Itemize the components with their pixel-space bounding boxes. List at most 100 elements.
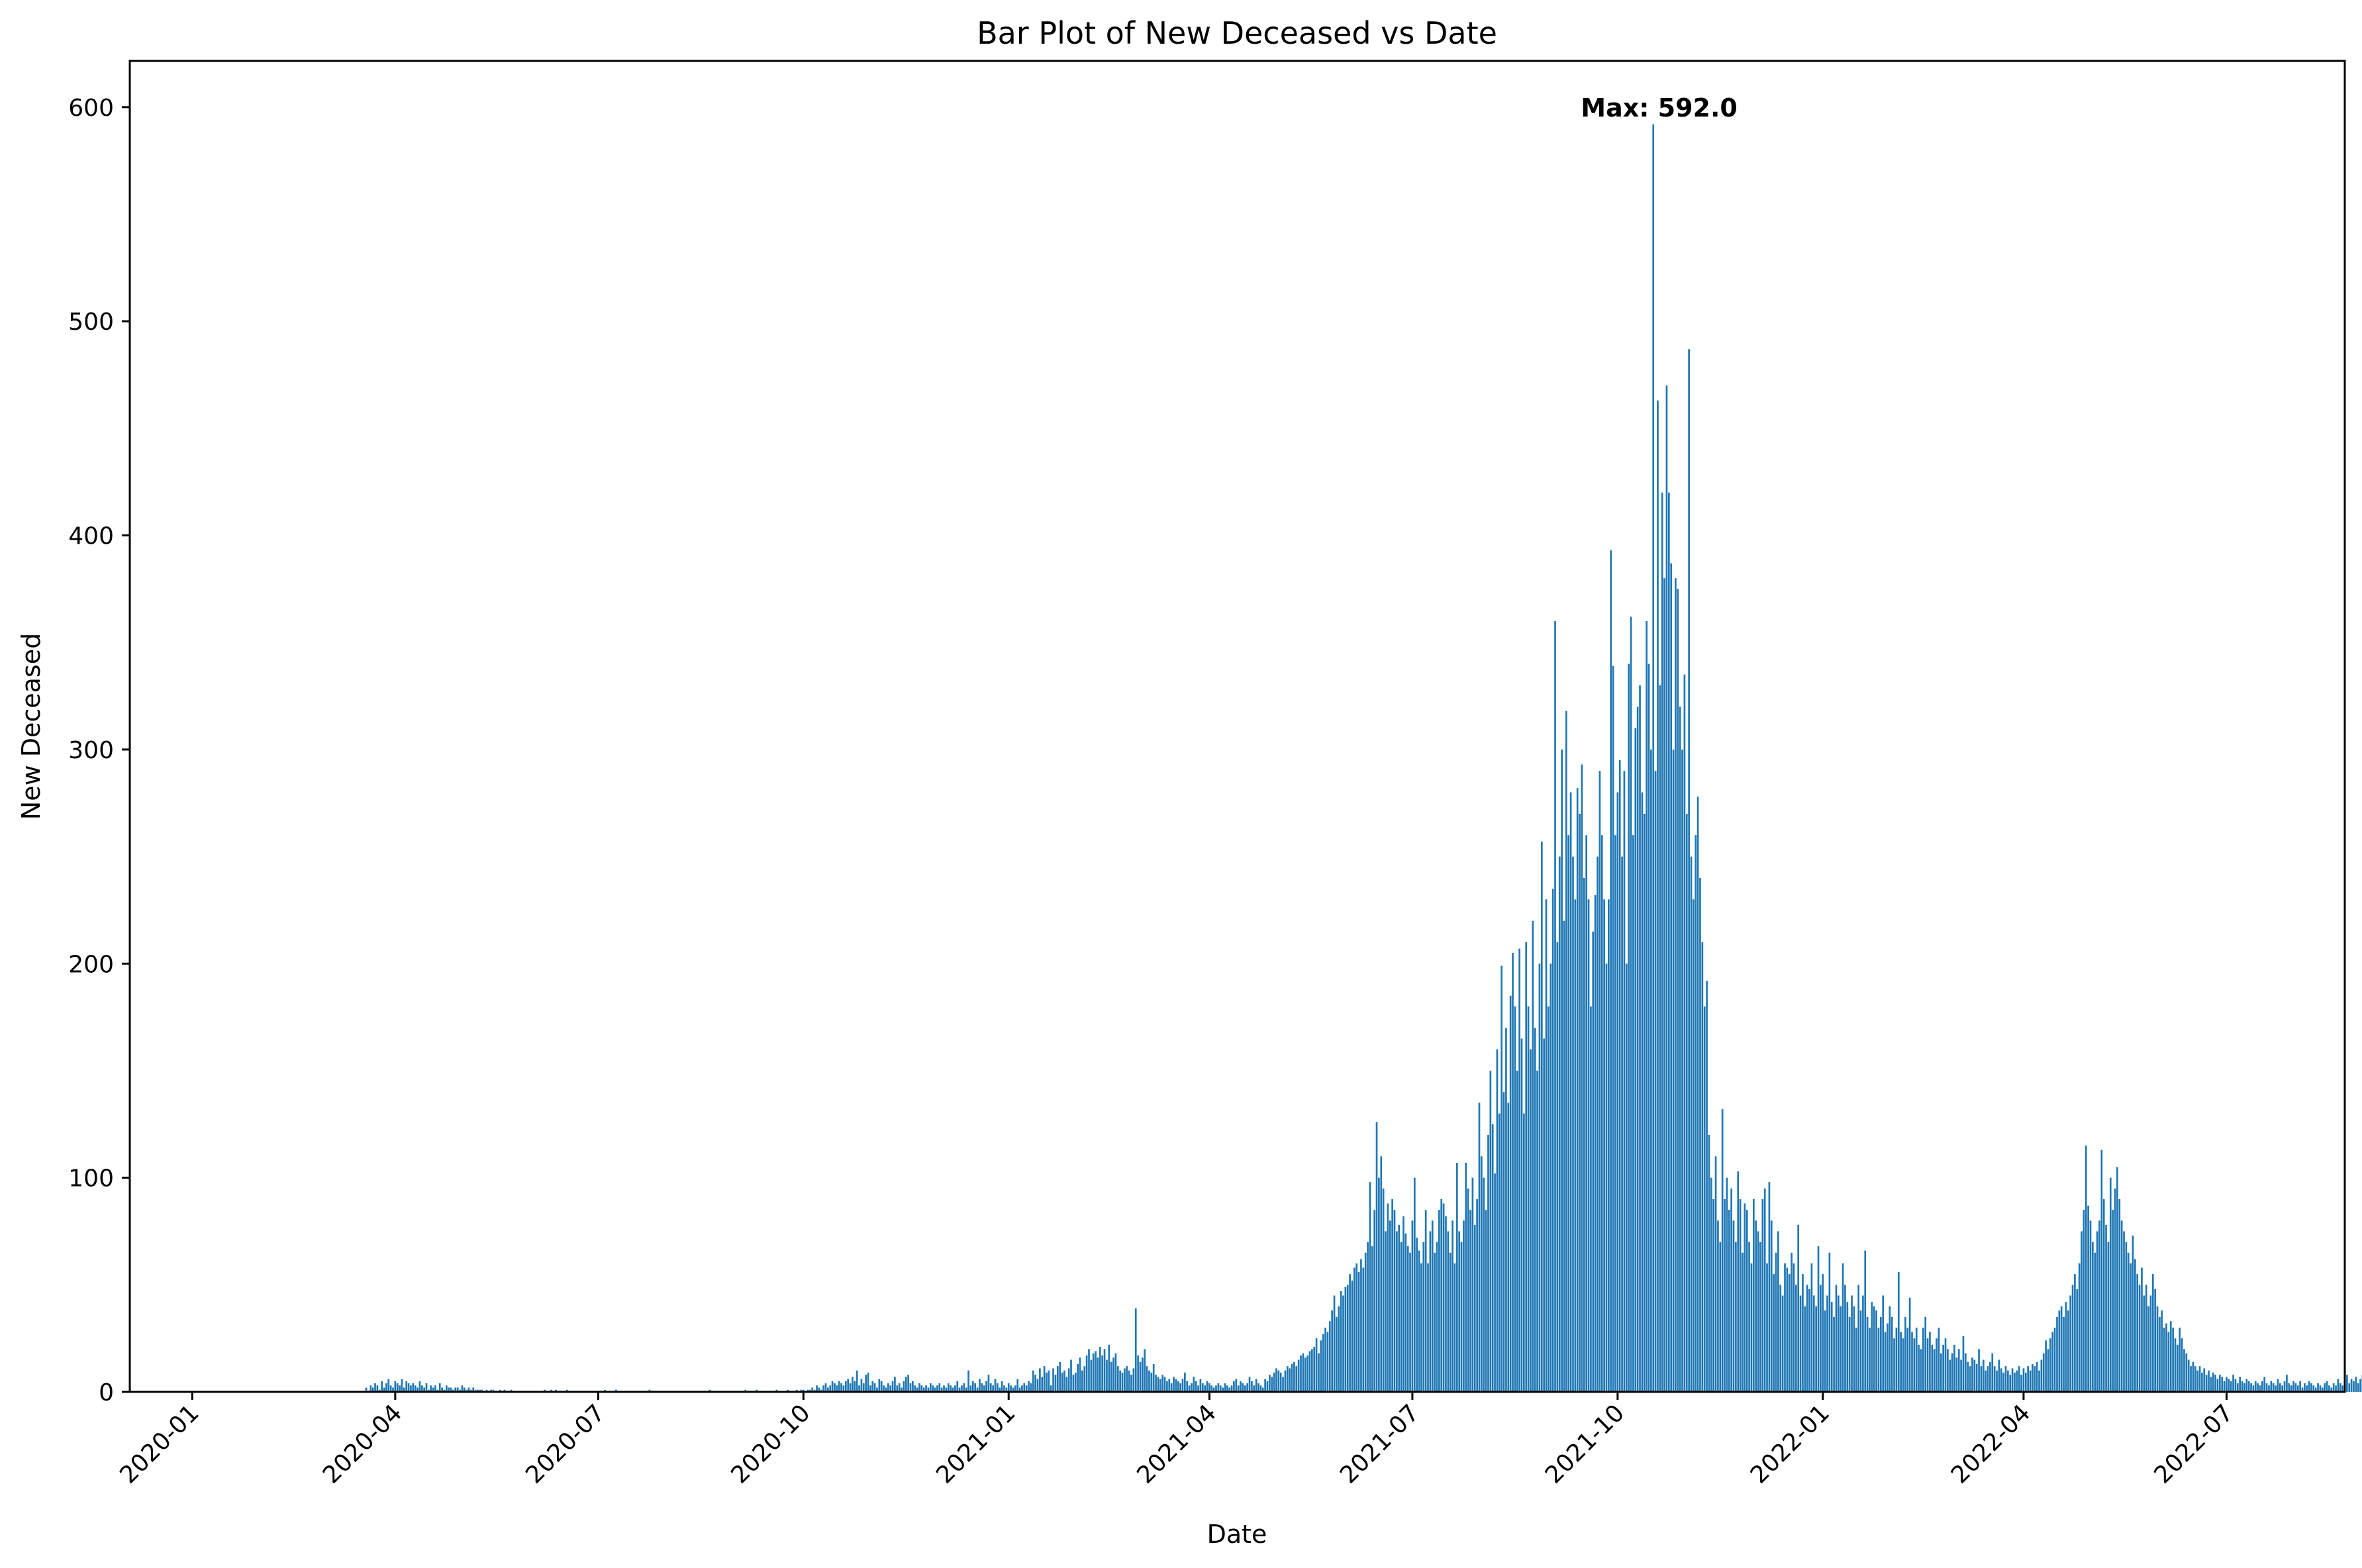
bar — [1255, 1379, 1257, 1392]
bar — [1050, 1385, 1052, 1392]
bar — [816, 1385, 818, 1392]
bar — [2198, 1366, 2201, 1392]
bar — [2257, 1383, 2259, 1392]
bar — [981, 1383, 983, 1392]
bar — [428, 1389, 430, 1392]
bar — [1706, 981, 1708, 1392]
bar — [2143, 1295, 2145, 1392]
bar — [918, 1383, 920, 1392]
bar — [1768, 1182, 1771, 1392]
bar — [894, 1377, 896, 1392]
bar — [425, 1383, 428, 1392]
bar — [807, 1389, 809, 1392]
bar — [1442, 1203, 1445, 1392]
bar — [2185, 1353, 2188, 1392]
bar — [485, 1389, 488, 1392]
bar — [1338, 1306, 1340, 1392]
bar — [1471, 1177, 1474, 1392]
bar — [2243, 1383, 2245, 1392]
bar — [441, 1387, 443, 1392]
bar — [2114, 1188, 2116, 1392]
bar — [1380, 1156, 1383, 1392]
bar — [1784, 1263, 1786, 1392]
bar — [470, 1389, 472, 1392]
bar — [1944, 1338, 1947, 1392]
bar — [1331, 1310, 1334, 1392]
bar — [1639, 685, 1641, 1392]
y-tick-label: 500 — [68, 309, 114, 336]
bar — [1980, 1366, 1983, 1392]
bar — [1043, 1366, 1046, 1392]
bar — [1505, 1028, 1507, 1392]
bar — [1572, 856, 1574, 1392]
bar — [2136, 1274, 2139, 1392]
bar — [1693, 899, 1695, 1392]
bar — [887, 1383, 889, 1392]
bar — [1197, 1385, 1199, 1392]
bar — [1507, 1102, 1510, 1392]
bar — [1201, 1383, 1204, 1392]
bar — [1420, 1263, 1422, 1392]
bar — [1455, 1163, 1458, 1392]
bar — [1851, 1295, 1853, 1392]
bar — [963, 1383, 965, 1392]
bar — [1041, 1377, 1044, 1392]
bar — [954, 1385, 956, 1392]
bar — [1344, 1287, 1347, 1392]
bar — [1219, 1385, 1222, 1392]
bar — [2183, 1349, 2185, 1392]
bar — [463, 1387, 466, 1392]
bar — [2145, 1285, 2147, 1392]
bar — [922, 1387, 925, 1392]
bar — [1512, 953, 1514, 1392]
bar — [809, 1389, 811, 1392]
bar — [985, 1381, 987, 1392]
bar — [840, 1383, 842, 1392]
bar — [1065, 1377, 1068, 1392]
bar — [1445, 1216, 1447, 1392]
bar — [2098, 1220, 2100, 1392]
bar — [1150, 1372, 1153, 1392]
bar — [1625, 963, 1628, 1392]
bar — [1975, 1363, 1978, 1392]
bar — [1623, 771, 1626, 1392]
bar — [1491, 1124, 1494, 1392]
bar — [1328, 1321, 1331, 1392]
bar — [407, 1383, 410, 1392]
bar — [1273, 1372, 1275, 1392]
bar — [2355, 1377, 2357, 1392]
bar — [1291, 1363, 1293, 1392]
bar — [1007, 1383, 1010, 1392]
bar — [2130, 1263, 2132, 1392]
bar — [550, 1389, 552, 1392]
bar — [2118, 1199, 2121, 1392]
bar — [1295, 1366, 1298, 1392]
bar — [510, 1389, 513, 1392]
bar — [2250, 1383, 2252, 1392]
bar — [1320, 1340, 1322, 1392]
bar — [1308, 1351, 1311, 1392]
bar — [1940, 1353, 1942, 1392]
bar — [499, 1389, 501, 1392]
bar — [858, 1385, 860, 1392]
bar — [2065, 1302, 2067, 1392]
bar — [1518, 948, 1520, 1392]
bar — [1926, 1338, 1929, 1392]
bar — [1844, 1285, 1846, 1392]
bar — [929, 1383, 932, 1392]
bar — [1025, 1385, 1028, 1392]
bar — [1353, 1267, 1355, 1392]
bar — [2272, 1383, 2275, 1392]
bar — [479, 1389, 481, 1392]
bar — [1826, 1295, 1828, 1392]
bar — [1924, 1316, 1927, 1392]
bar — [1895, 1327, 1898, 1392]
bar — [467, 1387, 470, 1392]
bar — [2067, 1310, 2069, 1392]
bar — [2292, 1381, 2294, 1392]
bar — [1875, 1310, 1877, 1392]
bar — [1427, 1263, 1429, 1392]
bar — [1404, 1233, 1407, 1392]
bar — [2194, 1366, 2196, 1392]
bar — [1915, 1327, 1918, 1392]
